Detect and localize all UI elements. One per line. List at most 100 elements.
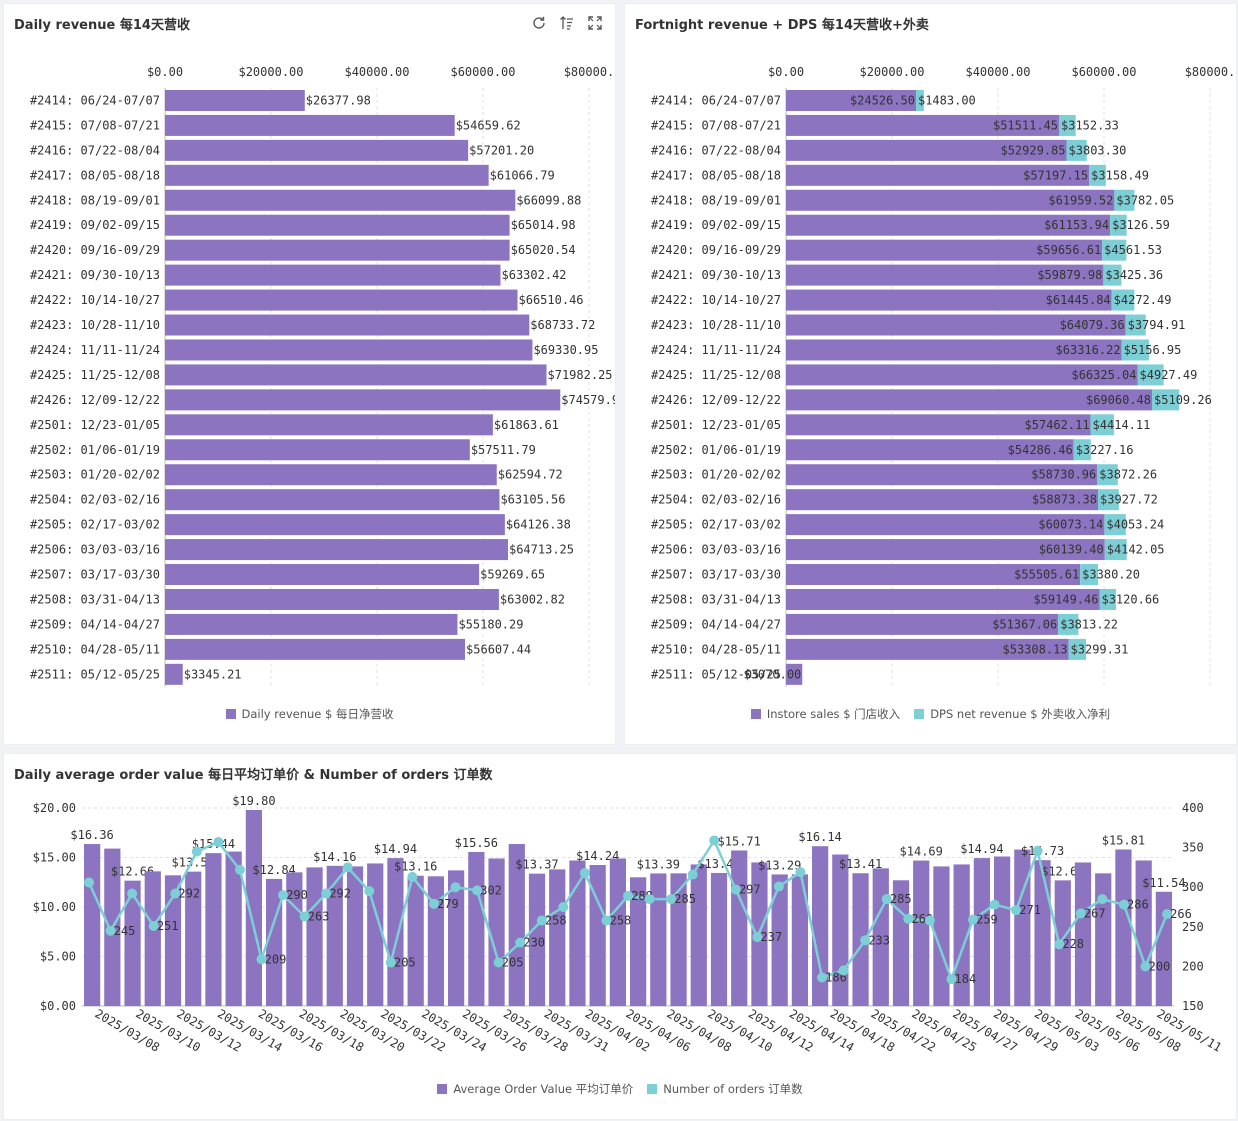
orders-point bbox=[148, 921, 159, 932]
y-tick-label: #2503: 01/20-02/02 bbox=[651, 468, 781, 482]
bar-value-label: $55180.29 bbox=[458, 617, 523, 631]
orders-value-label: 285 bbox=[674, 892, 696, 906]
bar-dps bbox=[1111, 289, 1135, 311]
orders-point bbox=[601, 915, 612, 926]
y-tick-label: #2420: 09/16-09/29 bbox=[30, 243, 160, 257]
bar-instore bbox=[786, 663, 803, 685]
orders-point bbox=[558, 902, 569, 912]
bar-dps-label: $3380.20 bbox=[1082, 568, 1140, 582]
chart-legend: Daily revenue $ 每日净营收 bbox=[4, 706, 615, 722]
y-tick-label: #2508: 03/31-04/13 bbox=[651, 592, 781, 606]
bar-dps-label: $3872.26 bbox=[1099, 468, 1157, 482]
orders-value-label: 200 bbox=[1149, 959, 1171, 973]
y-tick-label: #2426: 12/09-12/22 bbox=[30, 393, 160, 407]
orders-value-label: 297 bbox=[739, 883, 761, 897]
bar-dps-label: $3126.59 bbox=[1112, 218, 1170, 232]
y-tick-label: #2504: 02/03-02/16 bbox=[651, 493, 781, 507]
y-tick-label: #2504: 02/03-02/16 bbox=[30, 493, 160, 507]
bar-dps-label: $4272.49 bbox=[1114, 293, 1172, 307]
y-tick-label: #2511: 05/12-05/25 bbox=[651, 667, 781, 681]
bar-dps bbox=[1073, 439, 1091, 461]
bar-instore bbox=[786, 314, 1126, 336]
orders-point bbox=[773, 881, 784, 892]
orders-point bbox=[817, 972, 828, 983]
x-tick-label: $20000.00 bbox=[238, 65, 303, 79]
bar bbox=[165, 89, 305, 111]
orders-point bbox=[278, 890, 289, 901]
orders-point bbox=[299, 911, 310, 922]
bar bbox=[346, 866, 364, 1006]
bar-value-label: $3345.21 bbox=[184, 667, 242, 681]
bar bbox=[144, 871, 161, 1006]
bar bbox=[165, 414, 493, 436]
bar bbox=[609, 858, 626, 1006]
x-tick-label: $80000. bbox=[1185, 65, 1236, 79]
bar-dps bbox=[1090, 414, 1114, 436]
orders-point bbox=[493, 957, 504, 968]
bar-dps bbox=[1080, 564, 1099, 586]
orders-point bbox=[989, 899, 1000, 910]
bar-instore-label: $57462.11 bbox=[1025, 418, 1090, 432]
orders-point bbox=[838, 965, 849, 976]
x-tick-label: $0.00 bbox=[147, 65, 183, 79]
orders-value-label: 292 bbox=[329, 887, 351, 901]
bar-dps-label: $4414.11 bbox=[1093, 418, 1151, 432]
bar-value-label: $69330.95 bbox=[533, 343, 598, 357]
orders-point bbox=[234, 864, 245, 875]
bar bbox=[165, 114, 455, 136]
bar bbox=[326, 865, 343, 1006]
bar bbox=[165, 564, 480, 586]
bar bbox=[165, 663, 183, 685]
sort-icon[interactable] bbox=[559, 15, 575, 31]
bar-instore-label: $54286.46 bbox=[1008, 443, 1073, 457]
legend-item-instore-sales[interactable]: Instore sales $ 门店收入 bbox=[750, 706, 900, 722]
x-tick-label: $80000. bbox=[564, 65, 615, 79]
bar-instore bbox=[786, 414, 1091, 436]
bar bbox=[933, 866, 950, 1006]
orders-value-label: 230 bbox=[523, 936, 545, 950]
legend-item-average-order-value[interactable]: Average Order Value 平均订单价 bbox=[437, 1081, 633, 1097]
bar bbox=[589, 865, 606, 1006]
bar bbox=[165, 389, 561, 411]
bar-instore bbox=[786, 439, 1074, 461]
bar bbox=[165, 613, 458, 635]
legend-item-number-of-orders[interactable]: Number of orders 订单数 bbox=[647, 1081, 803, 1097]
y-tick-label: #2417: 08/05-08/18 bbox=[651, 168, 781, 182]
bar-value-label: $19.80 bbox=[232, 794, 275, 808]
legend-swatch bbox=[437, 1084, 448, 1094]
bar bbox=[205, 853, 222, 1006]
bar-instore bbox=[786, 638, 1069, 660]
y-tick-label: #2505: 02/17-03/02 bbox=[651, 518, 781, 532]
orders-point bbox=[967, 914, 978, 925]
bar-instore-label: $3070.00 bbox=[743, 667, 801, 681]
orders-point bbox=[687, 869, 698, 880]
bar bbox=[165, 189, 516, 211]
orders-point bbox=[623, 890, 633, 901]
bar bbox=[468, 851, 485, 1006]
orders-value-label: 286 bbox=[1127, 898, 1149, 912]
legend-swatch bbox=[647, 1084, 658, 1094]
legend-item-daily-revenue[interactable]: Daily revenue $ 每日净营收 bbox=[225, 706, 393, 722]
bar-instore-label: $61959.52 bbox=[1048, 193, 1113, 207]
y-left-tick-label: $5.00 bbox=[40, 950, 76, 964]
bar bbox=[994, 856, 1011, 1006]
bar-value-label: $14.24 bbox=[576, 849, 619, 863]
bar-instore bbox=[786, 588, 1100, 610]
bar-value-label: $63105.56 bbox=[500, 493, 565, 507]
fortnight-revenue-panel: Fortnight revenue + DPS 每14天营收+外卖 $0.00 $… bbox=[625, 4, 1236, 744]
legend-item-dps-net-revenue[interactable]: DPS net revenue $ 外卖收入净利 bbox=[914, 706, 1110, 722]
orders-point bbox=[1097, 894, 1108, 905]
orders-point bbox=[644, 894, 655, 905]
bar-value-label: $63302.42 bbox=[502, 268, 567, 282]
bar bbox=[165, 514, 505, 536]
bar bbox=[1115, 849, 1132, 1006]
y-tick-label: #2414: 06/24-07/07 bbox=[30, 93, 160, 107]
bar bbox=[953, 864, 970, 1006]
expand-icon[interactable] bbox=[587, 15, 603, 31]
y-tick-label: #2420: 09/16-09/29 bbox=[651, 243, 781, 257]
bar bbox=[569, 860, 586, 1006]
orders-point bbox=[579, 867, 590, 878]
orders-point bbox=[407, 871, 418, 882]
refresh-icon[interactable] bbox=[531, 15, 547, 31]
bar-value-label: $15.81 bbox=[1102, 833, 1145, 847]
